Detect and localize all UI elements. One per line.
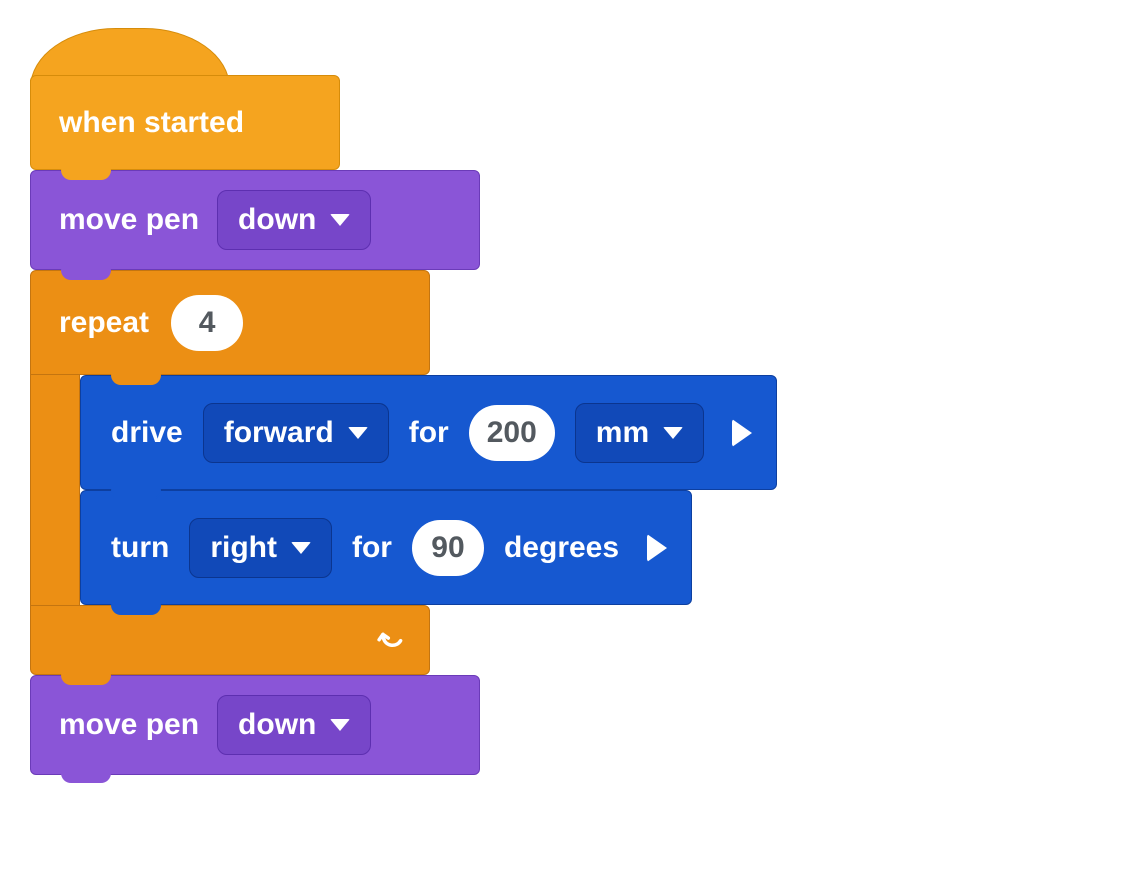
- move-pen-label: move pen: [59, 203, 199, 237]
- repeat-inner: drive forward for 200 mm turn: [80, 375, 777, 605]
- expand-icon[interactable]: [647, 534, 667, 562]
- move-pen-block-1[interactable]: move pen down: [30, 170, 480, 270]
- move-pen-block-2[interactable]: move pen down: [30, 675, 480, 775]
- hat-shape: [30, 28, 230, 88]
- when-started-block[interactable]: when started: [30, 75, 340, 170]
- dropdown-value: forward: [224, 416, 334, 450]
- drive-for-label: for: [409, 416, 449, 450]
- chevron-down-icon: [330, 719, 350, 731]
- dropdown-value: right: [210, 531, 277, 565]
- dropdown-value: down: [238, 203, 316, 237]
- chevron-down-icon: [330, 214, 350, 226]
- repeat-bottom: [30, 605, 430, 675]
- drive-unit-dropdown[interactable]: mm: [575, 403, 704, 463]
- block-workspace: when started move pen down repeat 4 driv…: [20, 75, 1147, 775]
- drive-amount-input[interactable]: 200: [469, 405, 555, 461]
- turn-amount-input[interactable]: 90: [412, 520, 484, 576]
- chevron-down-icon: [663, 427, 683, 439]
- pen-direction-dropdown[interactable]: down: [217, 695, 371, 755]
- repeat-arm: [30, 375, 80, 605]
- dropdown-value: mm: [596, 416, 649, 450]
- turn-degrees-label: degrees: [504, 531, 619, 565]
- drive-block[interactable]: drive forward for 200 mm: [80, 375, 777, 490]
- drive-label: drive: [111, 416, 183, 450]
- turn-block[interactable]: turn right for 90 degrees: [80, 490, 692, 605]
- repeat-block[interactable]: repeat 4 drive forward for 200 mm: [30, 270, 777, 675]
- turn-direction-dropdown[interactable]: right: [189, 518, 332, 578]
- chevron-down-icon: [291, 542, 311, 554]
- repeat-label: repeat: [59, 306, 149, 340]
- turn-label: turn: [111, 531, 169, 565]
- repeat-count-input[interactable]: 4: [171, 295, 243, 351]
- turn-for-label: for: [352, 531, 392, 565]
- repeat-body: drive forward for 200 mm turn: [30, 375, 777, 605]
- expand-icon[interactable]: [732, 419, 752, 447]
- move-pen-label: move pen: [59, 708, 199, 742]
- dropdown-value: down: [238, 708, 316, 742]
- repeat-top: repeat 4: [30, 270, 430, 375]
- drive-direction-dropdown[interactable]: forward: [203, 403, 389, 463]
- pen-direction-dropdown[interactable]: down: [217, 190, 371, 250]
- loop-arrow-icon: [377, 626, 405, 654]
- hat-label: when started: [59, 106, 244, 140]
- chevron-down-icon: [348, 427, 368, 439]
